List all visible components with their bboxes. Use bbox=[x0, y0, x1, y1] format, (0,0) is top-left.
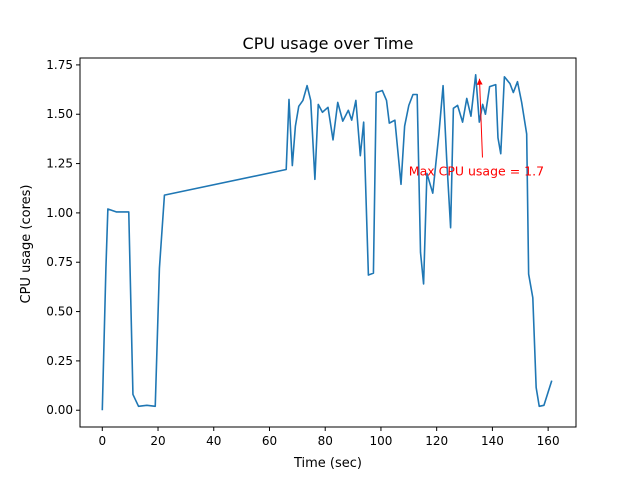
x-tick-label: 40 bbox=[206, 434, 221, 448]
x-axis: 0 20 40 60 80 100 120 140 160 bbox=[98, 427, 560, 448]
y-axis: 0.00 0.25 0.50 0.75 1.00 1.25 1.50 1.75 bbox=[46, 58, 80, 417]
x-tick-label: 160 bbox=[537, 434, 560, 448]
y-axis-label: CPU usage (cores) bbox=[19, 185, 34, 304]
y-tick-label: 0.00 bbox=[46, 403, 73, 417]
y-tick-label: 1.25 bbox=[46, 157, 73, 171]
y-tick-label: 1.75 bbox=[46, 58, 73, 72]
x-tick-label: 80 bbox=[318, 434, 333, 448]
annotation-text: Max CPU usage = 1.7 bbox=[409, 163, 544, 178]
annotation: Max CPU usage = 1.7 bbox=[409, 78, 544, 178]
y-tick-label: 0.25 bbox=[46, 354, 73, 368]
annotation-arrow bbox=[476, 78, 483, 158]
x-tick-label: 0 bbox=[98, 434, 106, 448]
y-tick-label: 0.50 bbox=[46, 305, 73, 319]
x-axis-label: Time (sec) bbox=[293, 456, 362, 471]
x-tick-label: 140 bbox=[481, 434, 504, 448]
y-tick-label: 1.50 bbox=[46, 107, 73, 121]
plot-area bbox=[101, 73, 553, 411]
plot-frame bbox=[79, 57, 577, 428]
x-tick-label: 60 bbox=[262, 434, 277, 448]
x-tick-label: 100 bbox=[369, 434, 392, 448]
cpu-usage-line bbox=[101, 73, 553, 411]
y-tick-label: 0.75 bbox=[46, 255, 73, 269]
chart-title: CPU usage over Time bbox=[243, 34, 414, 53]
x-tick-label: 20 bbox=[150, 434, 165, 448]
x-tick-label: 120 bbox=[425, 434, 448, 448]
y-tick-label: 1.00 bbox=[46, 206, 73, 220]
